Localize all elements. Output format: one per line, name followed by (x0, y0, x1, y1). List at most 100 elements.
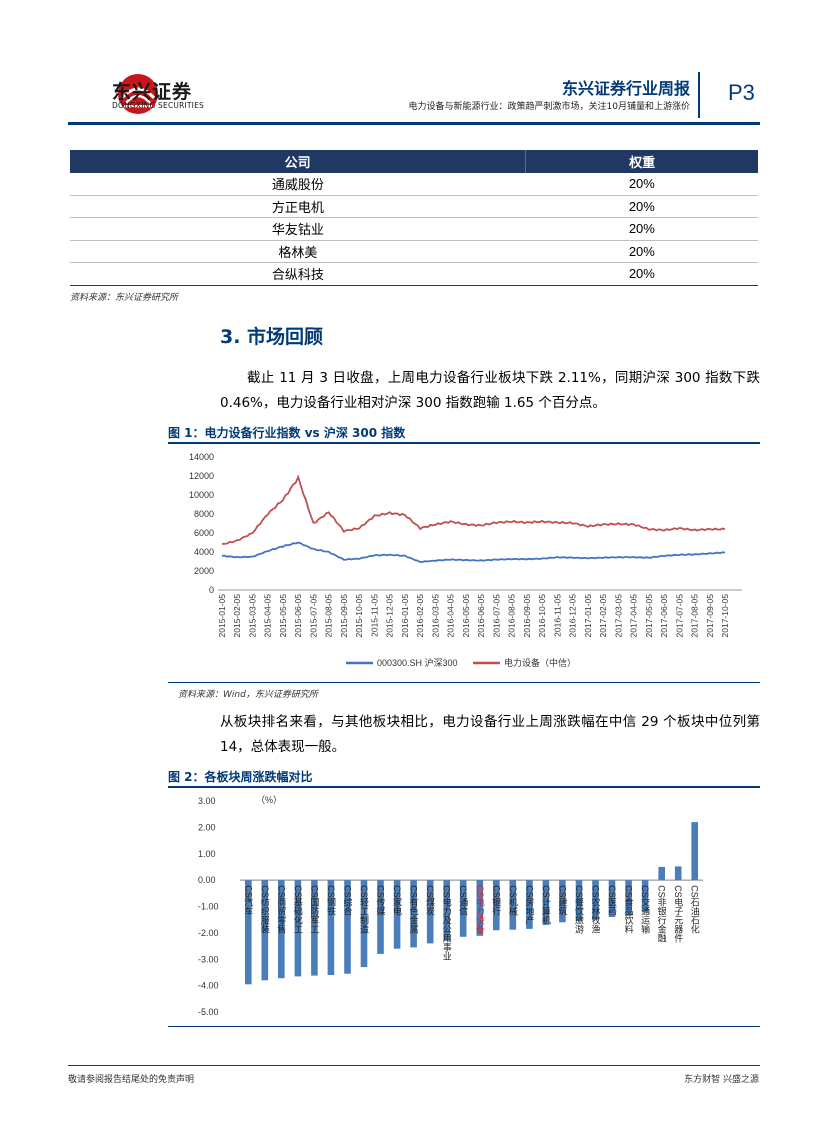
bar (294, 880, 302, 977)
bar (575, 880, 583, 921)
bar (691, 822, 698, 881)
y-tick-label: 2.00 (198, 822, 216, 832)
y-tick-label: -1.00 (198, 902, 219, 912)
bar (278, 880, 285, 979)
y-tick-label: -5.00 (198, 1007, 219, 1017)
x-tick-label: 2016-11-05 (552, 594, 562, 637)
bar (344, 880, 351, 974)
x-tick-label: 2016-01-05 (400, 594, 410, 638)
category-label: CS通信 (458, 885, 468, 916)
y-tick-label: 6000 (194, 528, 214, 538)
y-tick-label: -3.00 (198, 954, 219, 964)
section-heading: 3. 市场回顾 (220, 326, 324, 348)
table-cell-weight: 20% (525, 173, 758, 196)
category-label: CS家电 (392, 885, 402, 916)
x-tick-label: 2017-04-05 (629, 594, 639, 638)
bar (658, 866, 665, 881)
table-cell-company: 华友钴业 (70, 217, 526, 241)
x-tick-label: 2015-10-05 (354, 594, 364, 638)
x-tick-label: 2017-09-05 (705, 594, 715, 638)
table-row: 方正电机 20% (70, 195, 758, 218)
bar-chart-sectors: （%） 3.00 2.00 1.00 0.00 -1.00 -2.00 -3.00 -4.00 -… (198, 795, 703, 1017)
bar (443, 880, 450, 941)
table-row: 通威股份 20% (70, 173, 758, 196)
x-tick-label: 2015-11-05 (369, 594, 379, 637)
y-tick-label: 2000 (194, 566, 214, 576)
table-cell-weight: 20% (525, 217, 758, 241)
bar (509, 880, 517, 930)
table-row: 华友钴业 20% (70, 217, 758, 241)
footer-rule (68, 1065, 760, 1066)
y-tick-label: 10000 (189, 490, 214, 500)
logo-text-cn: 东兴证券 (112, 81, 193, 103)
x-tick-label: 2015-02-05 (232, 594, 242, 638)
figure1-bottom-rule (168, 682, 760, 683)
line-chart-index: 0 2000 4000 6000 8000 10000 12000 14000 2015-01-… (189, 452, 742, 668)
x-tick-label: 2016-09-05 (522, 594, 532, 638)
figure2-bottom-rule (168, 1026, 760, 1027)
bar (311, 880, 318, 976)
category-label: CS电子元器件 (673, 885, 683, 943)
x-tick-label: 2017-03-05 (613, 594, 623, 638)
x-tick-label: 2016-02-05 (415, 594, 425, 638)
header-rule (68, 122, 760, 125)
category-label: CS电力及公用事业 (442, 885, 452, 961)
bar (459, 880, 467, 937)
bar (559, 880, 566, 923)
category-label: CS农林牧渔 (591, 885, 601, 934)
series-line (221, 541, 726, 564)
category-label: CS传媒 (376, 885, 386, 916)
y-tick-label: 14000 (189, 452, 214, 462)
paragraph-market-summary: 截止 11 月 3 日收盘，上周电力设备行业板块下跌 2.11%，同期沪深 30… (220, 370, 760, 411)
category-label: CS非银行金融 (657, 885, 667, 943)
category-label: CS煤炭 (425, 885, 435, 916)
y-tick-label: 0.00 (198, 875, 216, 885)
category-label: CS餐饮旅游 (574, 885, 584, 934)
x-tick-label: 2016-07-05 (491, 594, 501, 638)
x-tick-label: 2015-03-05 (247, 594, 257, 638)
x-tick-label: 2017-05-05 (644, 594, 654, 638)
category-label: CS国防军工 (309, 885, 319, 934)
y-tick-label: 4000 (194, 547, 214, 557)
x-tick-label: 2016-06-05 (476, 594, 486, 638)
y-tick-label: 3.00 (198, 796, 216, 806)
category-label: CS建筑 (557, 885, 567, 916)
x-tick-label: 2015-06-05 (293, 594, 303, 638)
y-tick-label: 12000 (189, 471, 214, 481)
table-row: 合纵科技 20% (70, 262, 758, 286)
x-tick-label: 2015-08-05 (324, 594, 334, 638)
x-tick-label: 2016-03-05 (430, 594, 440, 638)
logo-text-en: DONGXING SECURITIES (112, 101, 204, 110)
bar (493, 880, 500, 931)
header-divider (698, 72, 700, 118)
category-label: CS轻工制造 (359, 885, 369, 934)
bar (592, 880, 599, 920)
bar (360, 880, 368, 968)
category-label: CS基础化工 (293, 885, 303, 934)
series-line (222, 474, 726, 545)
figure1-source-note: 资料来源：Wind，东兴证券研究所 (178, 690, 318, 700)
x-tick-label: 2015-07-05 (308, 594, 318, 638)
bar (608, 880, 616, 917)
bar (625, 880, 632, 916)
report-subtitle: 电力设备与新能源行业：政策趋严刺激市场，关注10月铺量和上游涨价 (408, 102, 690, 112)
x-tick-label: 2017-01-05 (583, 594, 593, 638)
bar (377, 880, 384, 954)
report-title: 东兴证券行业周报 (561, 79, 690, 98)
x-tick-label: 2015-09-05 (339, 594, 349, 638)
category-label: CS机械 (508, 885, 518, 916)
table-cell-weight: 20% (525, 262, 758, 286)
x-tick-label: 2017-06-05 (659, 594, 669, 638)
table-cell-company: 通威股份 (70, 173, 526, 196)
y-tick-label: -2.00 (198, 928, 219, 938)
x-tick-label: 2017-10-05 (720, 594, 730, 638)
footer-slogan: 东方财智 兴盛之源 (684, 1075, 759, 1085)
category-label: CS房地产 (524, 885, 534, 925)
category-label: CS纺织服装 (260, 885, 270, 934)
category-label: CS综合 (342, 885, 352, 916)
x-tick-label: 2015-05-05 (278, 594, 288, 638)
table-cell-company: 方正电机 (70, 195, 526, 218)
x-tick-label: 2015-12-05 (385, 594, 395, 638)
x-tick-label: 2016-10-05 (537, 594, 547, 638)
bar (261, 880, 269, 981)
